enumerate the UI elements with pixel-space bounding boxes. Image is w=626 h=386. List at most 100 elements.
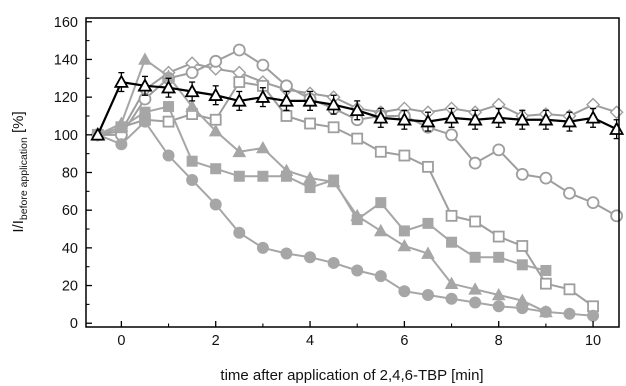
series-7-point <box>326 96 342 111</box>
series-6-point <box>445 292 458 305</box>
series-2-point <box>209 54 223 68</box>
series-4 <box>90 52 553 318</box>
series-1 <box>90 56 624 142</box>
series-4-point <box>444 276 459 289</box>
series-7-point <box>585 110 601 124</box>
series-7-point <box>137 77 153 92</box>
series-3-point <box>280 110 293 122</box>
series-5-point <box>115 121 127 133</box>
series-3-point <box>327 121 340 134</box>
series-7-point <box>514 111 530 126</box>
y-tick-label: 60 <box>62 203 78 219</box>
series-3-point <box>209 113 222 126</box>
series-6-point <box>398 285 411 298</box>
x-tick-label: 2 <box>212 333 220 349</box>
series-3-point <box>539 277 552 290</box>
series-5-line <box>97 105 547 272</box>
series-2-point <box>468 156 482 170</box>
x-tick-label: 4 <box>306 333 314 349</box>
series-3-point <box>563 283 576 296</box>
series-2-point <box>515 167 529 181</box>
series-3-point <box>162 115 175 128</box>
series-4-line <box>97 57 547 313</box>
series-6 <box>91 115 600 322</box>
series-6-point <box>162 149 175 162</box>
y-axis-title-subscript: before application <box>18 137 30 220</box>
series-6-point <box>138 115 151 128</box>
series-2-point <box>492 143 506 157</box>
series-2-point <box>586 196 600 210</box>
series-6-point <box>587 309 600 322</box>
series-7-point <box>278 93 294 107</box>
series-2-point <box>280 79 293 93</box>
series-3-line <box>97 80 594 308</box>
series-2-point <box>256 58 270 72</box>
y-axis-title-main: I/I <box>10 220 27 233</box>
series-7-point <box>349 102 365 117</box>
series-6-point <box>256 241 269 254</box>
series-6-point <box>351 264 364 277</box>
series-3-point <box>422 160 434 173</box>
series-4-point <box>468 282 482 295</box>
series-6-point <box>421 288 434 301</box>
series-6-point <box>327 256 340 269</box>
series-7-point <box>467 111 483 126</box>
series-7-point <box>113 74 129 88</box>
series-7 <box>90 71 625 141</box>
y-axis-title-unit: [%] <box>10 111 27 137</box>
series-6-point <box>115 138 128 151</box>
series-5-point <box>163 101 175 113</box>
series-5-point <box>210 163 222 175</box>
y-tick-label: 160 <box>54 15 78 31</box>
series-5-point <box>540 264 552 276</box>
series-4-point <box>373 223 388 237</box>
series-7-point <box>90 126 106 141</box>
y-tick-label: 100 <box>54 128 78 144</box>
series-2-point <box>610 209 624 223</box>
series-5-point <box>328 174 340 186</box>
series-5-point <box>469 251 481 263</box>
series-7-point <box>302 93 318 107</box>
series-7-point <box>373 110 389 124</box>
series-7-point <box>208 87 224 101</box>
series-3-point <box>351 132 364 145</box>
series-4-point <box>138 52 152 65</box>
series-5-point <box>422 217 434 229</box>
series-5-point <box>375 197 387 209</box>
series-5-point <box>186 155 198 167</box>
series-7-point <box>255 89 271 103</box>
x-tick-label: 0 <box>117 333 125 349</box>
x-axis-title: time after application of 2,4,6-TBP [min… <box>220 367 483 384</box>
y-tick-label: 40 <box>62 241 78 257</box>
series-5-point <box>516 259 528 271</box>
series-7-point <box>491 110 507 124</box>
y-tick-label: 0 <box>70 316 78 332</box>
series-4-point <box>185 99 199 112</box>
series-5 <box>92 101 552 276</box>
series-5-point <box>257 170 269 182</box>
series-1-point <box>208 61 223 76</box>
series-3-point <box>492 230 505 243</box>
series-2-point <box>232 43 246 57</box>
series-6-point <box>304 251 317 264</box>
series-4-point <box>232 144 247 158</box>
series-6-point <box>280 247 293 260</box>
series-3-point <box>233 76 246 88</box>
series-7-point <box>184 83 200 98</box>
series-7-point <box>609 121 625 135</box>
series-6-point <box>186 174 199 187</box>
series-4-point <box>397 238 412 252</box>
y-tick-label: 140 <box>54 52 78 68</box>
series-5-point <box>446 236 458 248</box>
series-5-point <box>398 225 410 237</box>
series-6-line <box>97 120 594 317</box>
series-3-point <box>445 209 458 222</box>
series-4-point <box>208 124 223 137</box>
y-axis-title: I/Ibefore application [%] <box>10 111 30 232</box>
series-2-point <box>445 128 458 142</box>
series-4-point <box>256 140 270 154</box>
series-3-point <box>304 117 316 130</box>
series-4-point <box>421 246 435 259</box>
